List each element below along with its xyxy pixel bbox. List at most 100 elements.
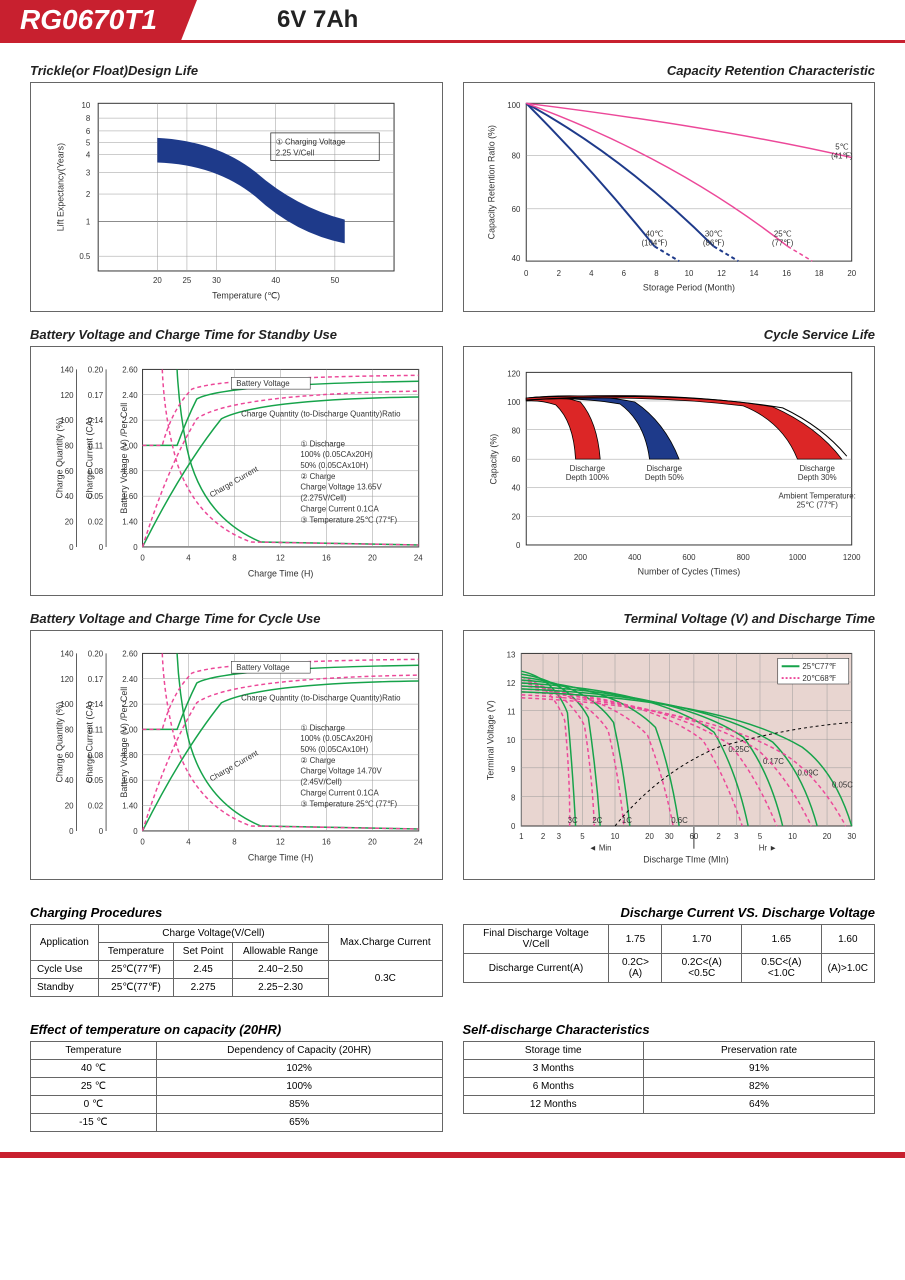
table-temp-effect: TemperatureDependency of Capacity (20HR)… — [30, 1041, 443, 1132]
svg-text:8: 8 — [86, 114, 91, 123]
svg-text:3: 3 — [86, 168, 91, 177]
svg-text:2: 2 — [540, 832, 544, 841]
header: RG0670T1 6V 7Ah — [0, 0, 905, 43]
svg-text:80: 80 — [65, 442, 74, 451]
svg-text:① Discharge: ① Discharge — [300, 723, 345, 732]
svg-text:400: 400 — [628, 553, 642, 562]
svg-text:Charge Current: Charge Current — [208, 748, 260, 783]
svg-text:100% (0.05CAx20H): 100% (0.05CAx20H) — [300, 734, 373, 743]
model-badge: RG0670T1 — [0, 0, 197, 40]
svg-text:10: 10 — [506, 736, 515, 745]
svg-text:① Charging Voltage: ① Charging Voltage — [276, 138, 346, 147]
svg-text:2: 2 — [86, 190, 90, 199]
svg-text:25℃: 25℃ — [773, 229, 791, 238]
svg-text:16: 16 — [322, 554, 331, 563]
svg-text:Battery Voltage: Battery Voltage — [236, 379, 290, 388]
svg-text:Discharge: Discharge — [646, 464, 682, 473]
svg-text:50: 50 — [330, 276, 339, 285]
svg-text:Charge Time (H): Charge Time (H) — [248, 853, 314, 863]
svg-text:1.40: 1.40 — [122, 518, 138, 527]
svg-text:0.02: 0.02 — [88, 802, 103, 811]
svg-text:2.40: 2.40 — [122, 675, 138, 684]
svg-text:Battery Voltage (V) /Per Cell: Battery Voltage (V) /Per Cell — [119, 403, 129, 514]
svg-text:10: 10 — [82, 101, 91, 110]
svg-text:8: 8 — [654, 269, 659, 278]
svg-text:11: 11 — [507, 708, 515, 717]
svg-text:12: 12 — [276, 838, 285, 847]
svg-text:12: 12 — [506, 679, 515, 688]
svg-text:25℃77℉: 25℃77℉ — [802, 662, 836, 671]
svg-text:80: 80 — [511, 427, 520, 436]
svg-text:Number of Cycles (Times): Number of Cycles (Times) — [637, 567, 740, 577]
svg-text:(41℉): (41℉) — [831, 152, 853, 161]
svg-text:13: 13 — [506, 650, 515, 659]
svg-text:Charge Current 0.1CA: Charge Current 0.1CA — [300, 788, 379, 797]
svg-text:Charge Quantity (to-Discharge: Charge Quantity (to-Discharge Quantity)R… — [241, 410, 401, 419]
svg-text:2: 2 — [556, 269, 560, 278]
svg-text:(86℉): (86℉) — [702, 238, 724, 247]
svg-text:Charge Voltage 14.70V: Charge Voltage 14.70V — [300, 767, 382, 776]
svg-text:Discharge: Discharge — [569, 464, 605, 473]
svg-text:6: 6 — [86, 127, 91, 136]
svg-text:② Charge: ② Charge — [300, 756, 336, 765]
svg-text:40: 40 — [65, 776, 74, 785]
svg-text:20: 20 — [368, 554, 377, 563]
svg-text:20: 20 — [847, 269, 856, 278]
chart-title-trickle: Trickle(or Float)Design Life — [30, 63, 443, 78]
svg-text:30℃: 30℃ — [704, 229, 722, 238]
svg-text:Charge Current: Charge Current — [208, 464, 260, 499]
svg-text:3: 3 — [556, 832, 561, 841]
svg-text:Charge Current (CA): Charge Current (CA) — [84, 701, 94, 783]
svg-text:0.17: 0.17 — [88, 675, 103, 684]
svg-text:0.20: 0.20 — [88, 649, 104, 658]
svg-text:0.6C: 0.6C — [671, 816, 688, 825]
svg-text:Charge Quantity (%): Charge Quantity (%) — [55, 418, 65, 499]
svg-text:20: 20 — [511, 512, 520, 521]
svg-text:0: 0 — [140, 554, 145, 563]
svg-text:0.5: 0.5 — [79, 252, 91, 261]
chart-retention: 40℃ (104℉) 30℃ (86℉) 25℃ (77℉) 5℃ (41℉) … — [463, 82, 876, 312]
svg-text:16: 16 — [782, 269, 791, 278]
svg-text:600: 600 — [682, 553, 696, 562]
svg-text:8: 8 — [232, 554, 237, 563]
svg-text:Ambient Temperature:: Ambient Temperature: — [778, 492, 855, 501]
svg-text:2.25 V/Cell: 2.25 V/Cell — [276, 149, 315, 158]
svg-text:(104℉): (104℉) — [641, 238, 667, 247]
svg-text:Depth 50%: Depth 50% — [644, 473, 683, 482]
svg-text:0.17: 0.17 — [88, 391, 103, 400]
svg-text:4: 4 — [589, 269, 594, 278]
svg-text:0.20: 0.20 — [88, 365, 104, 374]
svg-text:20: 20 — [153, 276, 162, 285]
svg-text:0.09C: 0.09C — [797, 769, 818, 778]
chart-cycle-life: Discharge Depth 100% Discharge Depth 50%… — [463, 346, 876, 596]
svg-text:① Discharge: ① Discharge — [300, 439, 345, 448]
svg-text:5: 5 — [86, 139, 91, 148]
svg-text:10: 10 — [610, 832, 619, 841]
svg-text:40: 40 — [65, 492, 74, 501]
svg-text:1000: 1000 — [788, 553, 806, 562]
svg-text:Charge Current (CA): Charge Current (CA) — [84, 417, 94, 499]
svg-text:③ Temperature 25℃ (77℉): ③ Temperature 25℃ (77℉) — [300, 799, 397, 808]
svg-text:Temperature (℃): Temperature (℃) — [212, 291, 280, 301]
svg-text:1: 1 — [519, 832, 523, 841]
svg-text:Capacity (%): Capacity (%) — [488, 434, 498, 485]
svg-text:20: 20 — [65, 802, 74, 811]
svg-text:40℃: 40℃ — [645, 229, 663, 238]
svg-text:20: 20 — [822, 832, 831, 841]
svg-text:10: 10 — [684, 269, 693, 278]
svg-text:25: 25 — [183, 276, 192, 285]
svg-text:Battery Voltage: Battery Voltage — [236, 663, 290, 672]
svg-text:100% (0.05CAx20H): 100% (0.05CAx20H) — [300, 450, 373, 459]
svg-text:Charge Voltage 13.65V: Charge Voltage 13.65V — [300, 483, 382, 492]
svg-text:60: 60 — [65, 467, 74, 476]
svg-text:4: 4 — [186, 554, 191, 563]
svg-text:24: 24 — [414, 838, 423, 847]
table-charging: Application Charge Voltage(V/Cell) Max.C… — [30, 924, 443, 997]
svg-text:100: 100 — [507, 398, 521, 407]
svg-text:◄ Min: ◄ Min — [588, 844, 611, 853]
svg-text:80: 80 — [511, 152, 520, 161]
svg-text:10: 10 — [788, 832, 797, 841]
svg-text:Discharge: Discharge — [799, 464, 835, 473]
chart-title-terminal: Terminal Voltage (V) and Discharge Time — [463, 611, 876, 626]
svg-text:120: 120 — [60, 675, 74, 684]
